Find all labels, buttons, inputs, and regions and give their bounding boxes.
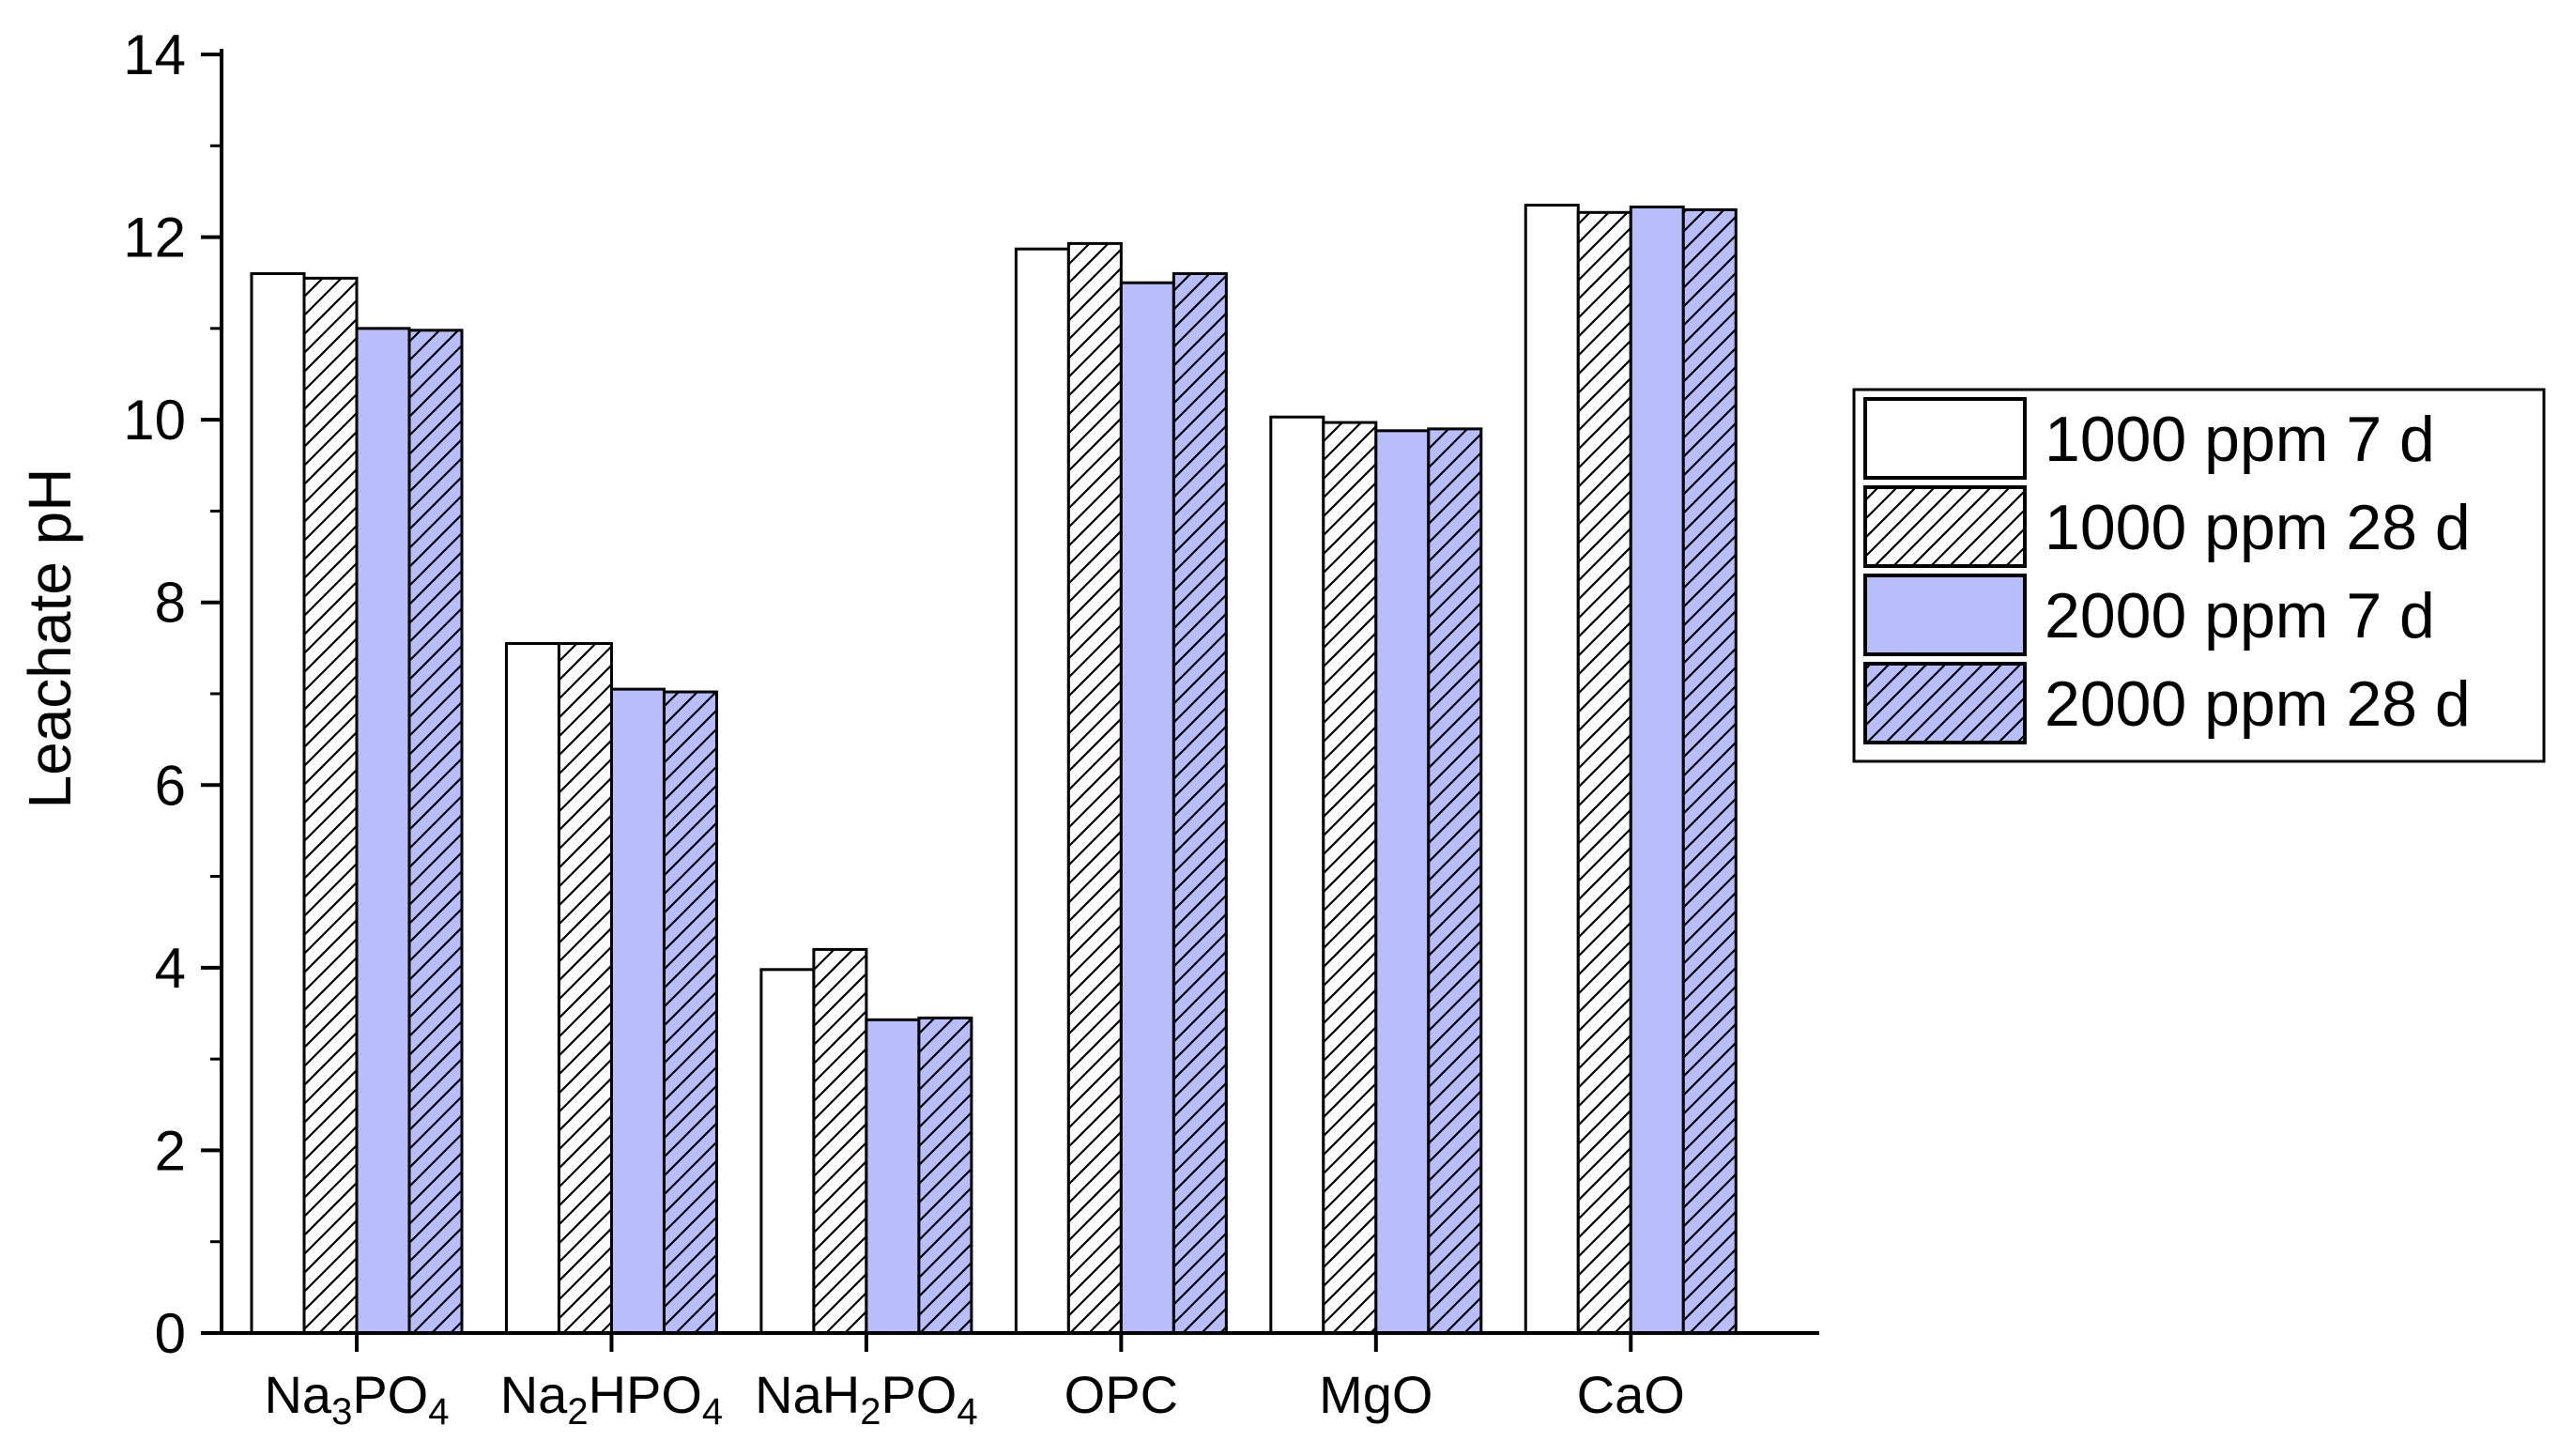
x-tick-label: OPC — [1065, 1365, 1178, 1424]
bar-opc-s4 — [1172, 271, 1228, 1335]
bar-mgo-s3 — [1374, 429, 1431, 1335]
bar-na3po4-s3 — [355, 327, 411, 1335]
legend-swatch — [1863, 485, 2027, 568]
bar-na3po4-s1 — [250, 271, 306, 1335]
bar-opc-s3 — [1119, 281, 1175, 1335]
legend-label: 1000 ppm 7 d — [2045, 404, 2435, 475]
y-tick-label: 6 — [155, 754, 186, 817]
legend-label: 1000 ppm 28 d — [2045, 492, 2471, 563]
y-axis-title: Leachate pH — [16, 468, 84, 809]
legend: 1000 ppm 7 d 1000 ppm 28 d 2000 ppm 7 d 200… — [1852, 388, 2546, 763]
x-tick-label: NaH2PO4 — [755, 1365, 977, 1433]
bar-cao-s2 — [1576, 210, 1632, 1335]
bar-opc-s2 — [1066, 241, 1123, 1335]
bar-nah2po4-s2 — [812, 947, 868, 1335]
legend-swatch — [1863, 397, 2027, 480]
bar-na2hpo4-s2 — [557, 641, 613, 1335]
y-tick-label: 8 — [155, 572, 186, 635]
axes-group: 0 2 4 6 8 10 12 14 — [123, 23, 1819, 1365]
y-tick-label: 4 — [155, 937, 186, 1000]
y-tick-label: 0 — [155, 1302, 186, 1365]
bar-mgo-s2 — [1322, 421, 1378, 1335]
bar-nah2po4-s4 — [917, 1016, 973, 1335]
bar-cao-s3 — [1629, 205, 1685, 1335]
bar-na2hpo4-s3 — [609, 687, 666, 1335]
legend-label: 2000 ppm 28 d — [2045, 668, 2471, 740]
legend-swatch — [1863, 574, 2027, 656]
bar-opc-s1 — [1014, 247, 1070, 1335]
x-tick-label: Na2HPO4 — [500, 1365, 723, 1433]
legend-label: 2000 ppm 7 d — [2045, 580, 2435, 651]
bar-mgo-s4 — [1427, 427, 1483, 1335]
bar-nah2po4-s3 — [865, 1018, 921, 1335]
bar-cao-s1 — [1524, 204, 1580, 1335]
bar-nah2po4-s1 — [759, 968, 816, 1335]
bar-na3po4-s4 — [407, 329, 464, 1335]
bars-group: Na3PO4 Na2HPO4 NaH2PO4 OPC MgO CaO — [250, 204, 1738, 1433]
x-tick-label: Na3PO4 — [264, 1365, 449, 1433]
bar-mgo-s1 — [1269, 415, 1325, 1335]
y-tick-label: 12 — [123, 207, 186, 269]
y-tick-label: 2 — [155, 1119, 186, 1182]
bar-na2hpo4-s1 — [504, 641, 560, 1335]
y-tick-label: 14 — [123, 23, 186, 86]
x-tick-label: CaO — [1577, 1365, 1685, 1424]
x-tick-label: MgO — [1319, 1365, 1432, 1424]
bar-na3po4-s2 — [302, 276, 359, 1335]
bar-na2hpo4-s4 — [662, 690, 718, 1335]
bar-cao-s4 — [1681, 207, 1738, 1335]
y-tick-label: 10 — [123, 389, 186, 452]
legend-swatch — [1863, 662, 2027, 744]
